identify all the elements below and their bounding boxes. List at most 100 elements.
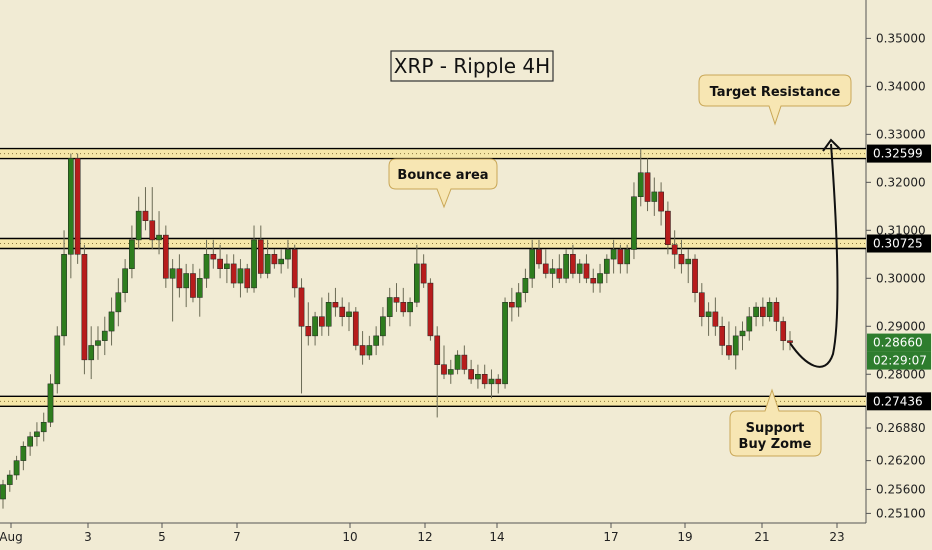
candle-body [81,254,88,361]
candle-body [115,292,122,313]
candle-body [692,258,698,293]
candle [597,263,603,293]
candle [610,239,617,274]
candle [54,326,61,394]
candle [135,196,142,250]
candle-body [135,210,142,241]
bounce-price-tag-text: 0.30725 [873,237,923,251]
candle [502,297,508,389]
x-tick-label: 19 [677,530,692,544]
candle [312,311,318,346]
x-tick-label: 5 [158,530,166,544]
candle [454,350,461,375]
candle-body [142,210,149,221]
candle-body [386,297,393,317]
candle [61,230,67,346]
candle [81,244,88,375]
support-price-tag: 0.27436 [867,392,931,411]
candle-body [549,268,556,274]
candle-body [563,254,569,279]
y-tick-label: 0.31000 [876,223,926,237]
candle [129,225,135,279]
candle [0,479,6,509]
price-axis[interactable] [866,0,932,550]
candle [644,158,651,212]
resistance-level [0,147,866,160]
candle-body [685,258,692,265]
candle-body [162,234,169,279]
buy-zone-label: Buy Zome [739,437,812,452]
candle [637,148,644,207]
candle-body [122,268,128,293]
candle-body [0,484,6,500]
candle-body [495,378,502,385]
candle-body [217,258,223,269]
candle [298,278,305,394]
candle-body [34,431,40,437]
candle [739,321,746,351]
candle [108,297,115,346]
candle-body [698,292,705,317]
candle-body [427,282,434,337]
candle-body [244,268,251,289]
candle-body [746,316,753,332]
current-price-tag-text: 0.28660 [873,336,923,350]
candle-body [705,311,712,317]
target-resistance-callout: Target Resistance [698,74,852,126]
candle-body [712,311,719,327]
candle [169,259,176,322]
candle [529,239,536,288]
candle-body [508,302,515,308]
candle-body [54,335,61,385]
candle [603,254,610,284]
candle [542,249,549,279]
candle [142,187,149,231]
candle [224,254,230,284]
candle-body [515,292,522,308]
candle-body [101,330,108,341]
candle-body [407,302,413,313]
candle [40,412,47,442]
bounce-area-callout: Bounce area [388,158,498,209]
candle-body [420,263,427,284]
candle-body [278,258,285,265]
candle-body [257,239,264,274]
countdown-tag: 02:29:07 [867,351,931,370]
candle [319,297,325,336]
candle-body [488,378,495,385]
countdown-tag-text: 02:29:07 [873,354,927,368]
candle-body [780,321,787,341]
candle [780,316,787,351]
candle-body [475,374,481,380]
candle-body [61,254,67,337]
candle [217,244,223,279]
x-tick-label: 12 [417,530,432,544]
candle-body [631,196,637,250]
candle-body [203,254,210,279]
candle-body [74,158,81,255]
candle-body [190,273,196,298]
candle [665,201,671,255]
candle-body [753,306,759,317]
countdown-tag-bg [867,351,931,370]
candle [570,244,576,279]
candle [522,268,529,303]
candle-body [597,273,603,284]
candle-body [176,268,183,289]
candle [278,249,285,274]
candle [705,302,712,336]
candle-body [366,345,373,356]
bounce-price-tag-bg [867,234,931,253]
candle [115,278,122,327]
candle-body [536,249,542,265]
candle [556,254,563,284]
x-tick-label: 10 [342,530,357,544]
candle [264,239,271,279]
candle-body [251,239,257,289]
candle [332,287,339,317]
candle [495,374,502,394]
candle-body [332,302,339,308]
chart-title: XRP - Ripple 4H [390,50,554,82]
